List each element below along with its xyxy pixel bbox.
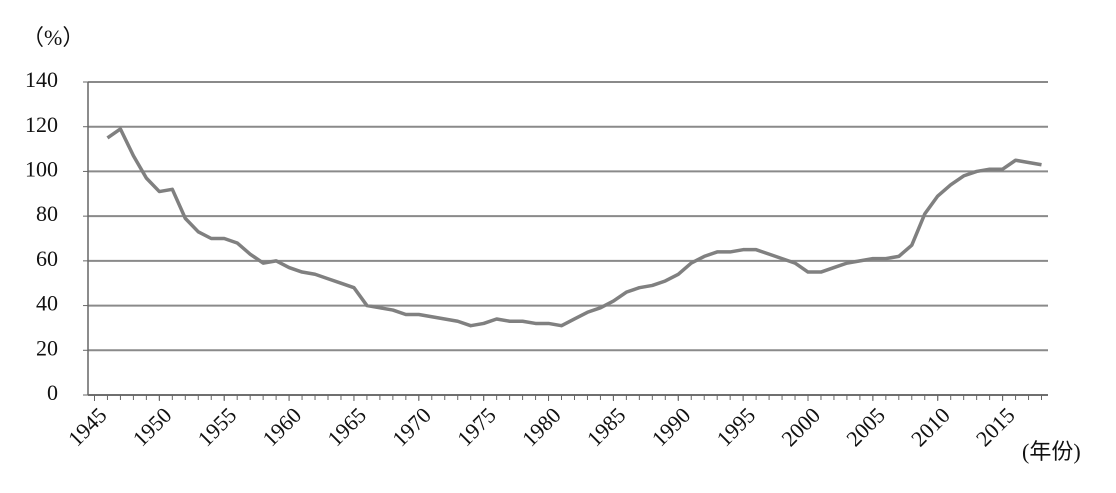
x-tick-label: 1950	[128, 402, 177, 451]
y-unit: （%）	[22, 25, 84, 50]
y-tick-label: 20	[36, 335, 58, 360]
x-tick-label: 2005	[841, 402, 890, 451]
x-tick-label: 1960	[257, 402, 306, 451]
x-tick-label: 2000	[776, 402, 825, 451]
x-tick-label: 1980	[517, 402, 566, 451]
x-tick-label: 1995	[711, 402, 760, 451]
y-tick-label: 0	[47, 380, 58, 405]
x-tick-label: 1985	[582, 402, 631, 451]
data-line	[106, 127, 1042, 328]
y-tick-label: 100	[25, 156, 58, 181]
y-tick-label: 80	[36, 201, 58, 226]
x-unit: (年份)	[1022, 439, 1081, 464]
x-tick-label: 1965	[322, 402, 371, 451]
x-tick-label: 1945	[63, 402, 112, 451]
x-tick-label: 1975	[452, 402, 501, 451]
y-tick-label: 40	[36, 291, 58, 316]
x-tick-label: 1955	[193, 402, 242, 451]
x-tick-label: 2015	[971, 402, 1020, 451]
x-tick-label: 1970	[387, 402, 436, 451]
x-tick-label: 1990	[647, 402, 696, 451]
y-tick-label: 140	[25, 67, 58, 92]
y-tick-label: 120	[25, 112, 58, 137]
y-tick-label: 60	[36, 246, 58, 271]
x-tick-label: 2010	[906, 402, 955, 451]
